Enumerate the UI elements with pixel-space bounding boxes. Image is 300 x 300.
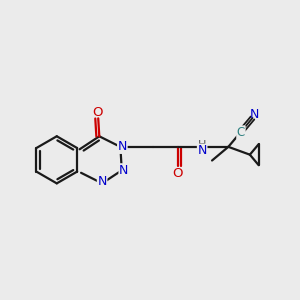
Text: N: N — [250, 108, 259, 121]
Text: N: N — [119, 164, 128, 177]
Text: H: H — [198, 140, 206, 150]
Text: O: O — [172, 167, 183, 180]
Text: N: N — [118, 140, 127, 153]
Text: N: N — [98, 175, 107, 188]
Text: O: O — [93, 106, 103, 119]
Text: N: N — [197, 144, 207, 157]
Text: C: C — [237, 126, 245, 139]
